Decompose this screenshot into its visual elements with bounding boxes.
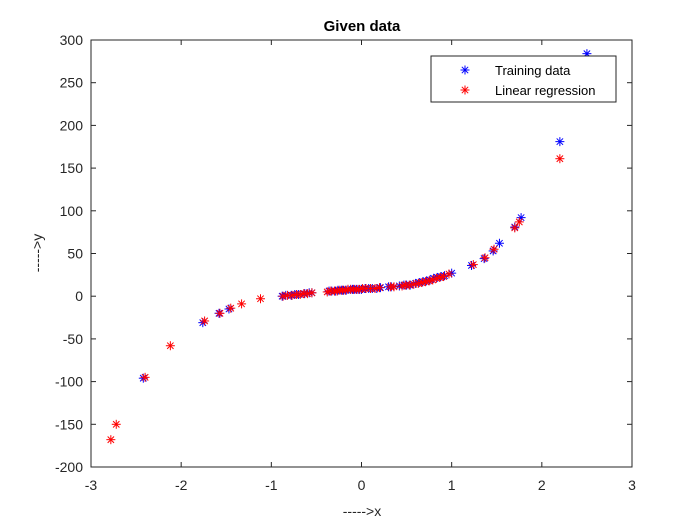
x-axis-label: ----->x: [343, 503, 382, 519]
x-tick-label: -3: [85, 477, 98, 493]
x-tick-label: 3: [628, 477, 636, 493]
y-tick-label: 50: [67, 246, 83, 262]
x-tick-label: 0: [358, 477, 366, 493]
data-point-linear-regression: [444, 269, 454, 279]
y-tick-label: -100: [55, 374, 83, 390]
data-point-linear-regression: [215, 308, 225, 318]
legend-label-training-data: Training data: [495, 63, 571, 78]
y-tick-label: -150: [55, 416, 83, 432]
data-point-linear-regression: [307, 288, 317, 298]
y-axis-label: ----->y: [29, 234, 45, 273]
legend: Training data Linear regression: [430, 55, 617, 103]
data-point-linear-regression: [370, 284, 380, 294]
data-point-linear-regression: [140, 372, 150, 382]
data-point-linear-regression: [256, 294, 266, 304]
chart-title: Given data: [324, 18, 401, 35]
data-point-training-data: [494, 238, 504, 248]
data-point-linear-regression: [468, 260, 478, 270]
legend-asterisk-training-data: [460, 65, 470, 75]
data-point-linear-regression: [165, 341, 175, 351]
y-tick-label: 300: [60, 32, 84, 48]
plot-area: -3 -2 -1 0 1 2 3 -200 -150 -100 -50 0 50 100 150 200 250…: [55, 32, 636, 493]
x-tick-label: 1: [448, 477, 456, 493]
x-tick-label: -2: [175, 477, 188, 493]
y-tick-label: 100: [60, 203, 84, 219]
legend-asterisk-linear-regression: [460, 85, 470, 95]
data-point-linear-regression: [375, 283, 385, 293]
y-tick-label: 250: [60, 75, 84, 91]
legend-label-linear-regression: Linear regression: [495, 83, 595, 98]
y-tick-label: -200: [55, 459, 83, 475]
legend-marker-linear-regression: [460, 85, 470, 95]
series-linear-regression: [106, 154, 565, 445]
data-point-linear-regression: [106, 435, 116, 445]
data-point-linear-regression: [514, 217, 524, 227]
y-tick-label: 0: [75, 288, 83, 304]
data-point-linear-regression: [480, 253, 490, 263]
y-tick-label: 200: [60, 117, 84, 133]
y-tick-label: -50: [63, 331, 83, 347]
x-tick-label: 2: [538, 477, 546, 493]
data-point-linear-regression: [226, 303, 236, 313]
data-point-linear-regression: [200, 316, 210, 326]
y-tick-label: 150: [60, 160, 84, 176]
data-point-linear-regression: [510, 223, 520, 233]
legend-box: [430, 55, 617, 103]
data-point-linear-regression: [237, 299, 247, 309]
data-point-linear-regression: [389, 282, 399, 292]
data-point-linear-regression: [555, 154, 565, 164]
data-point-linear-regression: [489, 244, 499, 254]
legend-marker-training-data: [460, 65, 470, 75]
data-point-training-data: [555, 137, 565, 147]
x-tick-label: -1: [265, 477, 278, 493]
data-point-linear-regression: [111, 419, 121, 429]
